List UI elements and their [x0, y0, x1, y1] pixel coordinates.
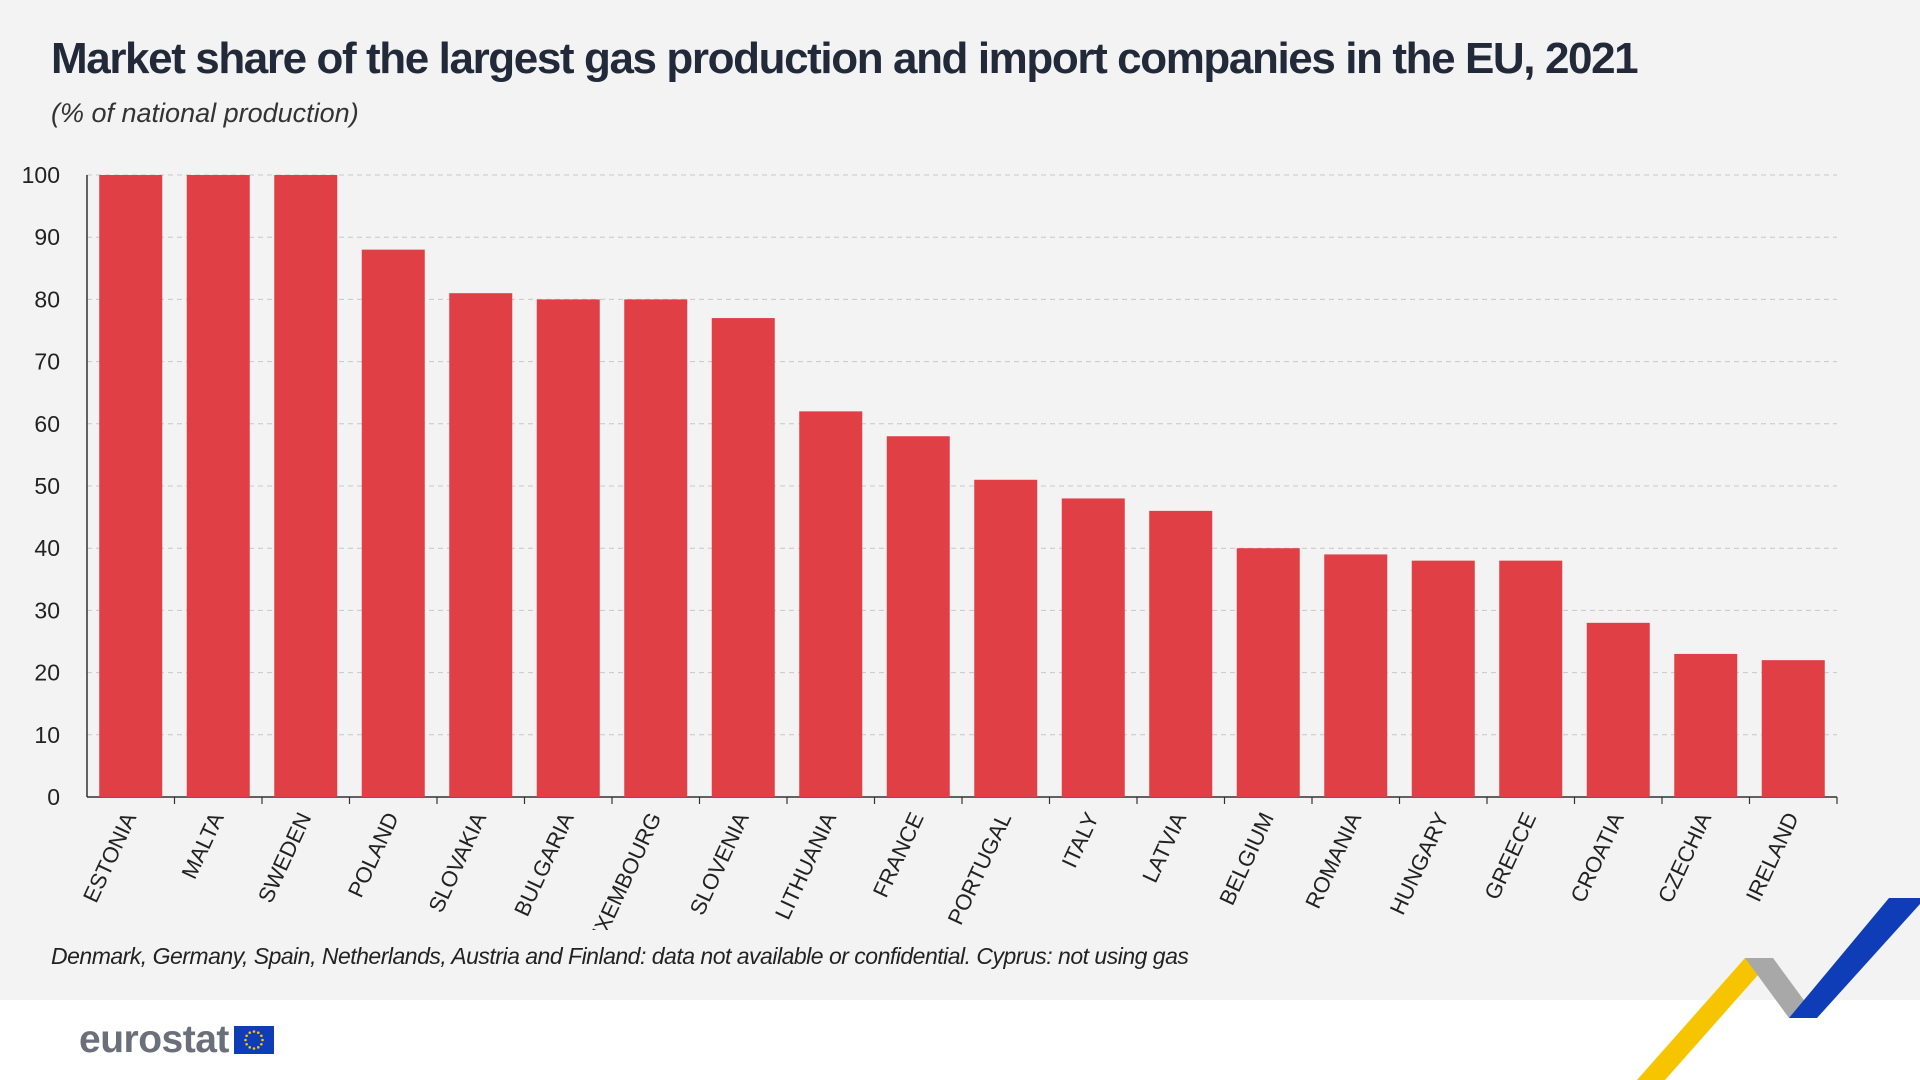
bar-belgium: [1236, 548, 1300, 797]
bar-lithuania: [799, 411, 863, 797]
bar-ireland: [1761, 660, 1825, 797]
ribbon-gray: [1745, 958, 1817, 1018]
y-tick-label: 90: [34, 224, 60, 250]
y-tick-label: 50: [34, 473, 60, 499]
y-tick-label: 30: [34, 597, 60, 623]
bar-slovakia: [449, 293, 513, 797]
bar-portugal: [974, 479, 1038, 797]
y-tick-label: 40: [34, 535, 60, 561]
bar-hungary: [1411, 560, 1475, 797]
y-tick-label: 0: [47, 784, 60, 810]
y-tick-label: 60: [34, 411, 60, 437]
footnote: Denmark, Germany, Spain, Netherlands, Au…: [51, 943, 1189, 969]
chart-subtitle: (% of national production): [51, 98, 359, 128]
bar-luxembourg: [624, 299, 688, 797]
ribbon-blue: [1789, 898, 1920, 1018]
bar-sweden: [274, 175, 338, 797]
bar-bulgaria: [536, 299, 600, 797]
y-tick-label: 70: [34, 349, 60, 375]
bar-czechia: [1674, 653, 1738, 797]
chart-title: Market share of the largest gas producti…: [51, 34, 1639, 83]
y-tick-label: 20: [34, 660, 60, 686]
bar-poland: [361, 249, 425, 797]
bar-france: [886, 436, 950, 797]
bar-italy: [1061, 498, 1125, 797]
eurostat-logo: eurostat: [79, 1018, 274, 1062]
logo-text: eurostat: [79, 1018, 229, 1061]
y-tick-label: 10: [34, 722, 60, 748]
y-tick-label: 80: [34, 286, 60, 312]
bar-croatia: [1586, 622, 1650, 797]
eu-flag-icon: [233, 1026, 274, 1054]
bar-latvia: [1149, 510, 1213, 797]
bar-malta: [186, 175, 250, 797]
bar-greece: [1499, 560, 1563, 797]
bar-romania: [1324, 554, 1388, 797]
bar-estonia: [99, 175, 163, 797]
y-tick-label: 100: [22, 162, 60, 188]
ribbon-yellow: [1637, 958, 1773, 1080]
bar-slovenia: [711, 318, 775, 797]
